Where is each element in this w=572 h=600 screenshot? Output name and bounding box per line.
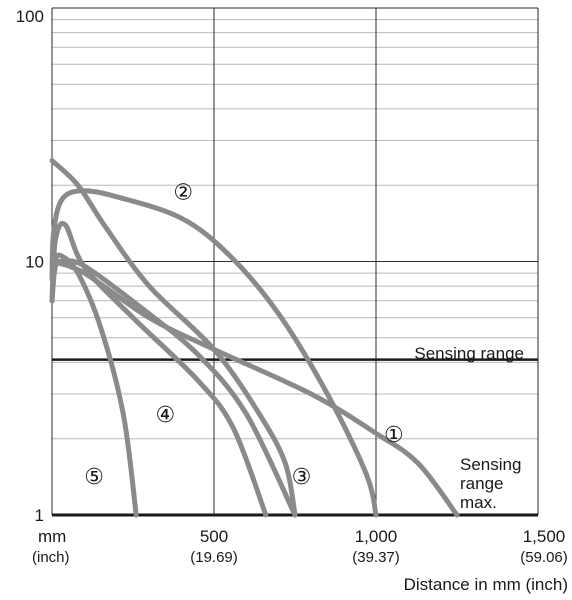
x-tick-label: 1,500	[523, 527, 566, 546]
curve-label-5: ⑤	[84, 464, 104, 489]
x-tick-sublabel: (19.69)	[190, 549, 238, 566]
x-axis-label: Distance in mm (inch)	[404, 575, 568, 594]
curve-labels: ① ② ③ ④ ⑤	[84, 180, 403, 489]
curve-5	[49, 158, 298, 518]
curve-4	[49, 220, 269, 518]
y-axis-ticks: 1 10 100	[16, 7, 44, 525]
y-tick-label: 10	[25, 253, 44, 272]
x-axis-ticks: 500 (19.69) 1,000 (39.37) 1,500 (59.06)	[190, 527, 568, 566]
x-tick-sublabel: (39.37)	[352, 549, 400, 566]
sensing-range-max-label-1: Sensing	[460, 455, 521, 474]
y-tick-label: 1	[35, 506, 44, 525]
curve-label-4: ④	[156, 402, 176, 427]
x-tick-sublabel: (59.06)	[520, 549, 568, 566]
sensing-range-max-label-3: max.	[460, 493, 497, 512]
x-tick-label: 500	[200, 527, 228, 546]
x-unit-label: mm	[38, 527, 66, 546]
curve-6	[49, 252, 139, 518]
curve-label-1: ①	[384, 422, 404, 447]
x-tick-label: 1,000	[355, 527, 398, 546]
sensing-range-label: Sensing range	[414, 344, 524, 363]
y-tick-label: 100	[16, 7, 44, 26]
curve-label-2: ②	[173, 180, 193, 205]
sensing-range-max-label-2: range	[460, 474, 503, 493]
curve-2	[49, 188, 379, 518]
curves	[49, 158, 460, 518]
x-unit-sub: (inch)	[32, 549, 70, 566]
curve-label-3: ③	[292, 464, 312, 489]
